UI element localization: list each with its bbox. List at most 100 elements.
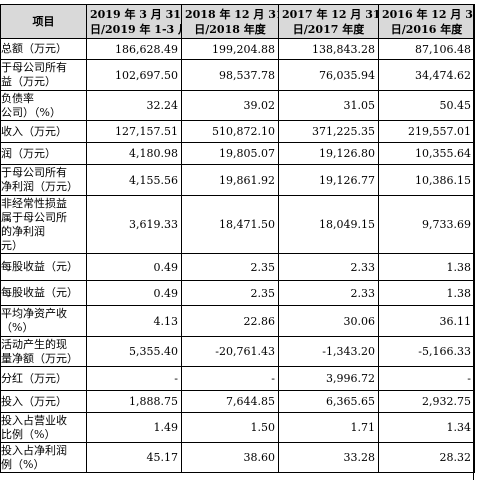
row-label-line: 润（万元） — [1, 146, 57, 160]
value-cell: 98,537.78 — [181, 59, 279, 91]
value-cell: 22.86 — [181, 305, 279, 337]
table-row: 收入（万元） 127,157.51 510,872.10 371,225.35 219,… — [0, 120, 475, 143]
value-cell: 1.50 — [181, 412, 279, 443]
value-cell: 32.24 — [86, 90, 182, 121]
row-label: 润（万元） — [0, 142, 87, 165]
value-cell: 1.38 — [378, 253, 475, 281]
value-cell: 36.11 — [378, 305, 475, 337]
value-cell: 138,843.28 — [278, 38, 379, 60]
value-cell: 1.34 — [378, 412, 475, 443]
header-line: 日/2016 年度 — [390, 22, 463, 36]
table-row: 于母公司所有 净利润（万元） 4,155.56 19,861.92 19,126.77 1… — [0, 164, 475, 196]
row-label: 总额（万元） — [0, 38, 87, 60]
table-body: 总额（万元） 186,628.49 199,204.88 138,843.28 87,1… — [0, 38, 475, 473]
header-line: 日/2017 年度 — [292, 22, 365, 36]
value-cell: 4,180.98 — [86, 142, 182, 165]
value-cell: 6,365.65 — [278, 390, 379, 413]
row-label: 非经常性损益 属于母公司所 的净利润 元） — [0, 195, 87, 254]
value-cell: 1.38 — [378, 280, 475, 306]
value-cell: 33.28 — [278, 442, 379, 473]
table-row: 每股收益（元） 0.49 2.35 2.33 1.38 — [0, 280, 475, 306]
table-row: 分红（万元） - -3,996.72- — [0, 366, 475, 391]
row-label-line: 投入占营业收 — [1, 413, 68, 427]
row-label-line: 分红（万元） — [1, 371, 68, 385]
header-line: 2016 年 12 月 31 — [382, 7, 475, 21]
value-cell: 1.49 — [86, 412, 182, 443]
value-cell: 19,861.92 — [181, 164, 279, 196]
header-line: 日/2018 年度 — [194, 22, 266, 36]
row-label-line: 量净额（万元） — [1, 351, 79, 365]
row-label-line: 非经常性损益 — [1, 196, 68, 210]
row-label: 于母公司所有 净利润（万元） — [0, 164, 87, 196]
value-cell: 18,049.15 — [278, 195, 379, 254]
value-cell: 4.13 — [86, 305, 182, 337]
value-cell: 2.35 — [181, 280, 279, 306]
financial-indicators-table: 项目 2019 年 3 月 31 日/2019 年 1-3 月 2018 年 1… — [0, 4, 475, 473]
row-label: 投入（万元） — [0, 390, 87, 413]
table-row: 投入占净利润 例（%） 45.17 38.60 33.28 28.32 — [0, 442, 475, 473]
row-label-line: 活动产生的现 — [1, 337, 68, 351]
value-cell: 4,155.56 — [86, 164, 182, 196]
table-right-border — [473, 4, 474, 480]
table-row: 润（万元） 4,180.98 19,805.07 19,126.80 10,355.64 — [0, 142, 475, 165]
row-label-line: 投入占净利润 — [1, 443, 68, 457]
value-cell: -20,761.43 — [181, 336, 279, 367]
value-cell: - — [378, 366, 475, 391]
value-cell: 102,697.50 — [86, 59, 182, 91]
value-cell: 2.35 — [181, 253, 279, 281]
row-label: 于母公司所有 益（万元） — [0, 59, 87, 91]
table-row: 于母公司所有 益（万元） 102,697.50 98,537.78 76,035.94 3… — [0, 59, 475, 91]
value-cell: 45.17 — [86, 442, 182, 473]
value-cell: 3,619.33 — [86, 195, 182, 254]
table-row: 每股收益（元） 0.49 2.35 2.33 1.38 — [0, 253, 475, 281]
table-row: 总额（万元） 186,628.49 199,204.88 138,843.28 87,1… — [0, 38, 475, 60]
row-label-line: 每股收益（元） — [1, 260, 79, 273]
table-row: 投入占营业收 比例（%） 1.49 1.50 1.71 1.34 — [0, 412, 475, 443]
table-row: 负债率 公司）（%） 32.24 39.02 31.05 50.45 — [0, 90, 475, 121]
value-cell: 371,225.35 — [278, 120, 379, 143]
header-period-2019q1: 2019 年 3 月 31 日/2019 年 1-3 月 — [86, 4, 182, 39]
row-label: 活动产生的现 量净额（万元） — [0, 336, 87, 367]
row-label-line: 收入（万元） — [1, 124, 68, 138]
value-cell: 2,932.75 — [378, 390, 475, 413]
value-cell: 7,644.85 — [181, 390, 279, 413]
table-row: 平均净资产收 （%） 4.13 22.86 30.06 36.11 — [0, 305, 475, 337]
row-label: 负债率 公司）（%） — [0, 90, 87, 121]
value-cell: 39.02 — [181, 90, 279, 121]
row-label-line: 的净利润 — [1, 224, 46, 238]
row-label-line: 元） — [1, 238, 24, 252]
header-period-2017: 2017 年 12 月 31 日/2017 年度 — [278, 4, 379, 39]
value-cell: 10,386.15 — [378, 164, 475, 196]
value-cell: -5,166.33 — [378, 336, 475, 367]
table-row: 非经常性损益 属于母公司所 的净利润 元） 3,619.33 18,471.50 18,04… — [0, 195, 475, 254]
value-cell: 38.60 — [181, 442, 279, 473]
value-cell: 18,471.50 — [181, 195, 279, 254]
value-cell: 34,474.62 — [378, 59, 475, 91]
row-label-line: 总额（万元） — [1, 42, 68, 55]
value-cell: - — [181, 366, 279, 391]
value-cell: 30.06 — [278, 305, 379, 337]
value-cell: -1,343.20 — [278, 336, 379, 367]
row-label: 收入（万元） — [0, 120, 87, 143]
row-label-line: 净利润（万元） — [1, 180, 79, 193]
row-label-line: 于母公司所有 — [1, 166, 68, 179]
value-cell: 87,106.48 — [378, 38, 475, 60]
header-item: 项目 — [0, 4, 87, 39]
value-cell: 76,035.94 — [278, 59, 379, 91]
value-cell: 31.05 — [278, 90, 379, 121]
header-line: 日/2019 年 1-3 月 — [90, 22, 182, 36]
row-label-line: 例（%） — [1, 457, 45, 471]
row-label-line: 益（万元） — [1, 75, 57, 88]
row-label: 每股收益（元） — [0, 280, 87, 306]
value-cell: 199,204.88 — [181, 38, 279, 60]
value-cell: 2.33 — [278, 253, 379, 281]
row-label: 平均净资产收 （%） — [0, 305, 87, 337]
value-cell: 2.33 — [278, 280, 379, 306]
value-cell: 0.49 — [86, 253, 182, 281]
value-cell: 219,557.01 — [378, 120, 475, 143]
row-label: 投入占净利润 例（%） — [0, 442, 87, 473]
value-cell: 19,126.77 — [278, 164, 379, 196]
row-label: 分红（万元） — [0, 366, 87, 391]
value-cell: 0.49 — [86, 280, 182, 306]
value-cell: 19,805.07 — [181, 142, 279, 165]
